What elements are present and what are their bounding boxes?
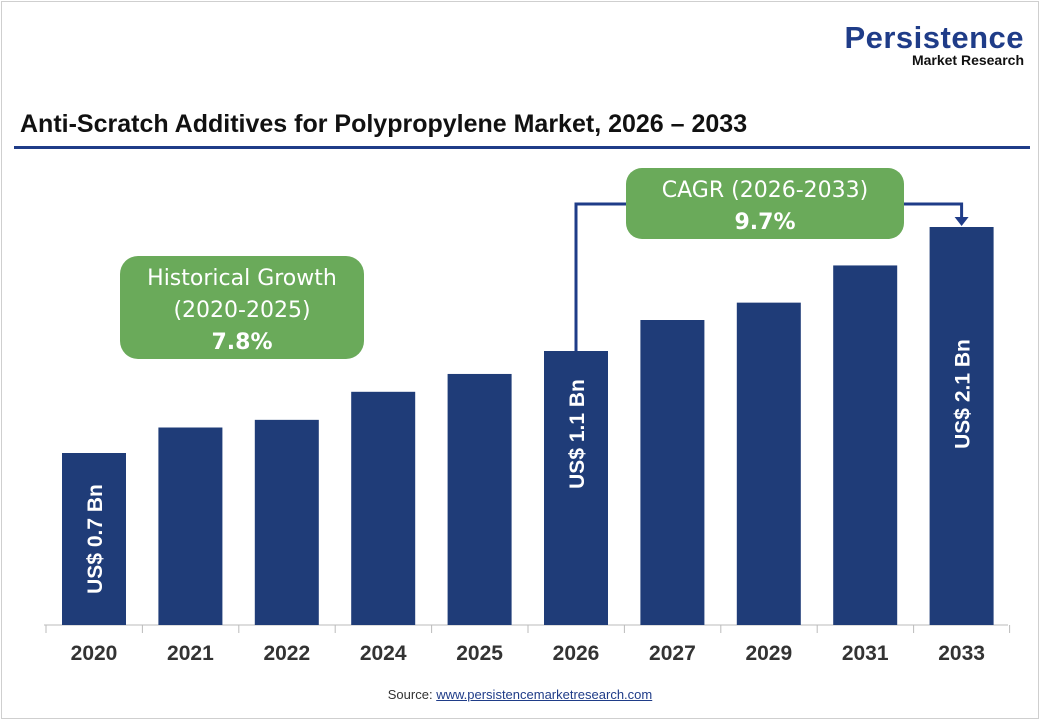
x-tick-label: 2029 xyxy=(745,642,792,665)
bar-2026 xyxy=(544,351,608,625)
logo: Persistence Market Research xyxy=(844,22,1024,67)
bar-2033 xyxy=(929,227,994,625)
x-tick-label: 2031 xyxy=(842,642,889,665)
cagr-callout xyxy=(626,168,904,239)
historical-growth-period: (2020-2025) xyxy=(173,298,310,323)
title-divider xyxy=(14,146,1030,149)
historical-growth-value: 7.8% xyxy=(211,330,272,355)
x-tick-label: 2020 xyxy=(71,642,118,665)
arrow-head-icon xyxy=(954,217,969,226)
data-label-2020: US$ 0.7 Bn xyxy=(84,484,107,594)
bar-2025 xyxy=(447,373,512,625)
x-tick-label: 2022 xyxy=(263,642,310,665)
bar-2031 xyxy=(833,265,898,625)
bar-2027 xyxy=(640,320,705,625)
historical-growth-title: Historical Growth xyxy=(147,266,337,291)
x-tick-label: 2026 xyxy=(553,642,600,665)
x-tick-label: 2025 xyxy=(456,642,503,665)
logo-main: Persistence xyxy=(844,20,1024,55)
cagr-title: CAGR (2026-2033) xyxy=(662,178,868,203)
bar-2022 xyxy=(254,419,319,625)
source-label: Source: xyxy=(387,687,433,702)
bar-2020 xyxy=(62,453,126,625)
x-tick-label: 2024 xyxy=(360,642,407,665)
chart-title: Anti-Scratch Additives for Polypropylene… xyxy=(20,110,748,138)
bar-2021 xyxy=(158,427,223,625)
x-tick-label: 2027 xyxy=(649,642,696,665)
data-label-2026: US$ 1.1 Bn xyxy=(566,379,589,489)
bar-2029 xyxy=(736,302,801,625)
logo-sub: Market Research xyxy=(911,52,1024,68)
data-label-2033: US$ 2.1 Bn xyxy=(952,339,975,449)
source-link[interactable]: www.persistencemarketresearch.com xyxy=(436,687,653,702)
source-note: Source: www.persistencemarketresearch.co… xyxy=(0,687,1040,702)
x-tick-label: 2021 xyxy=(167,642,214,665)
historical-growth-callout xyxy=(120,256,364,359)
bar-2024 xyxy=(351,391,416,625)
cagr-value: 9.7% xyxy=(734,210,795,235)
x-tick-label: 2033 xyxy=(938,642,985,665)
